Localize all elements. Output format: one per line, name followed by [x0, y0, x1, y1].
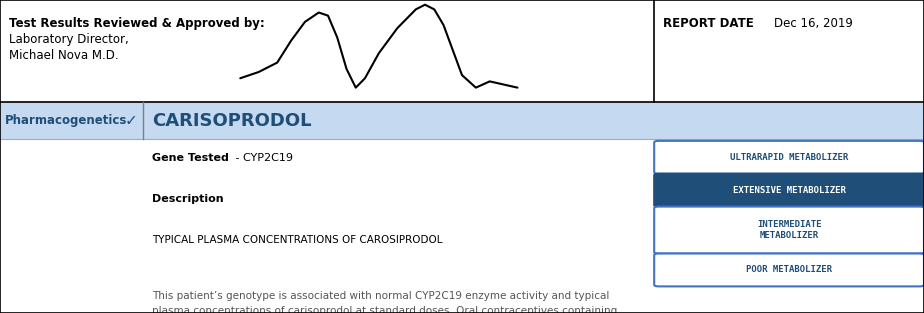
Text: This patient’s genotype is associated with normal CYP2C19 enzyme activity and ty: This patient’s genotype is associated wi… — [152, 291, 618, 313]
FancyBboxPatch shape — [654, 207, 924, 254]
Text: REPORT DATE: REPORT DATE — [663, 17, 754, 30]
Text: Dec 16, 2019: Dec 16, 2019 — [774, 17, 853, 30]
Bar — [0, 0, 924, 102]
FancyBboxPatch shape — [654, 141, 924, 174]
Text: EXTENSIVE METABOLIZER: EXTENSIVE METABOLIZER — [733, 186, 845, 195]
Text: TYPICAL PLASMA CONCENTRATIONS OF CAROSIPRODOL: TYPICAL PLASMA CONCENTRATIONS OF CAROSIP… — [152, 235, 443, 245]
Text: Description: Description — [152, 194, 225, 204]
Text: - CYP2C19: - CYP2C19 — [232, 153, 293, 163]
Text: Michael Nova M.D.: Michael Nova M.D. — [9, 49, 119, 62]
Text: INTERMEDIATE
METABOLIZER: INTERMEDIATE METABOLIZER — [757, 220, 821, 240]
Text: POOR METABOLIZER: POOR METABOLIZER — [746, 265, 833, 275]
Text: Laboratory Director,: Laboratory Director, — [9, 33, 129, 46]
Bar — [0, 139, 924, 313]
FancyBboxPatch shape — [654, 254, 924, 286]
Text: Test Results Reviewed & Approved by:: Test Results Reviewed & Approved by: — [9, 17, 265, 30]
Text: ✓: ✓ — [125, 113, 138, 128]
Text: ULTRARAPID METABOLIZER: ULTRARAPID METABOLIZER — [730, 153, 848, 162]
Text: CARISOPRODOL: CARISOPRODOL — [152, 111, 312, 130]
FancyBboxPatch shape — [654, 174, 924, 207]
Bar — [0, 102, 924, 139]
Text: Gene Tested: Gene Tested — [152, 153, 229, 163]
Text: Pharmacogenetics: Pharmacogenetics — [5, 114, 127, 127]
